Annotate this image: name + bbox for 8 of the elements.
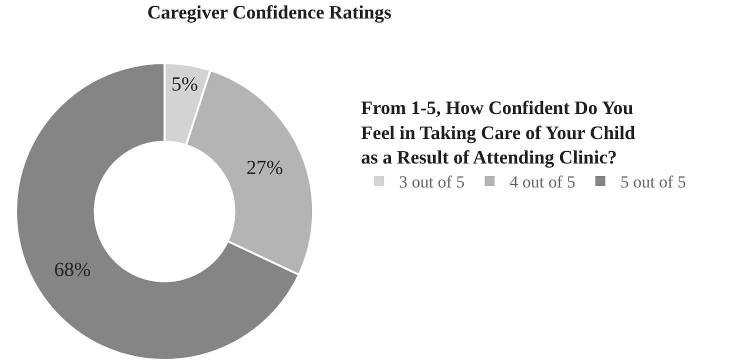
legend-title: From 1-5, How Confident Do You Feel in Taking Care of Your Child as a Result of Attending Clinic?	[361, 98, 636, 168]
legend-label: 5 out of 5	[620, 172, 686, 192]
data-label: 27%	[246, 157, 284, 180]
legend-label: 4 out of 5	[510, 172, 576, 192]
data-label: 68%	[54, 258, 91, 281]
data-label: 5%	[171, 74, 198, 96]
legend-label: 3 out of 5	[399, 172, 465, 192]
chart-title: Caregiver Confidence Ratings	[147, 2, 392, 24]
